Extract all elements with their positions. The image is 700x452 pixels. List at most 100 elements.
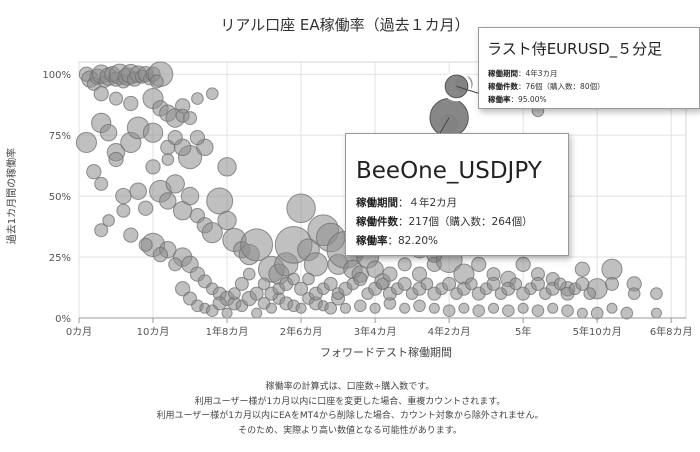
data-bubble[interactable] <box>353 299 367 313</box>
x-tick-label: 1年8カ月 <box>206 325 249 338</box>
data-bubble[interactable] <box>217 157 237 177</box>
data-bubble[interactable] <box>108 151 124 168</box>
data-bubble[interactable] <box>515 256 531 272</box>
data-bubble[interactable] <box>601 258 623 280</box>
data-bubble[interactable] <box>159 192 177 210</box>
data-bubble[interactable] <box>93 86 109 102</box>
data-bubble[interactable] <box>530 276 545 291</box>
data-bubble[interactable] <box>217 210 237 231</box>
data-bubble[interactable] <box>472 304 486 317</box>
data-bubble[interactable] <box>167 129 183 146</box>
tooltip-period-row: 稼働期間：４年2カ月 <box>356 197 458 209</box>
data-bubble[interactable] <box>161 153 175 166</box>
data-bubble[interactable] <box>228 287 241 300</box>
data-bubble[interactable] <box>145 159 161 175</box>
data-bubble[interactable] <box>86 164 102 180</box>
data-bubble[interactable] <box>465 277 478 291</box>
data-bubble[interactable] <box>240 228 274 262</box>
data-bubble[interactable] <box>604 276 619 291</box>
data-bubble[interactable] <box>294 281 309 296</box>
data-bubble[interactable] <box>339 302 352 314</box>
data-bubble[interactable] <box>286 193 316 224</box>
data-bubble[interactable] <box>242 267 256 281</box>
data-bubble[interactable] <box>249 286 264 301</box>
data-bubble[interactable] <box>165 174 185 194</box>
data-bubble[interactable] <box>650 287 663 300</box>
data-bubble[interactable] <box>369 302 381 314</box>
data-bubble[interactable] <box>366 260 384 278</box>
data-bubble[interactable] <box>129 182 147 200</box>
data-bubble[interactable] <box>251 307 263 319</box>
data-bubble[interactable] <box>115 187 132 205</box>
data-bubble[interactable] <box>205 87 219 101</box>
data-bubble[interactable] <box>99 123 118 142</box>
data-bubble[interactable] <box>323 276 338 291</box>
data-bubble[interactable] <box>191 92 204 105</box>
data-bubble[interactable] <box>212 296 227 311</box>
data-bubble[interactable] <box>620 306 634 320</box>
data-bubble[interactable] <box>420 277 434 291</box>
data-bubble[interactable] <box>576 307 588 319</box>
data-bubble[interactable] <box>413 299 426 313</box>
data-bubble[interactable] <box>175 281 191 297</box>
data-bubble[interactable] <box>234 276 249 291</box>
data-bubble[interactable] <box>302 272 315 286</box>
data-bubble[interactable] <box>442 276 457 291</box>
data-bubble[interactable] <box>442 304 456 317</box>
data-bubble[interactable] <box>303 252 329 277</box>
data-bubble[interactable] <box>382 266 398 282</box>
data-bubble[interactable] <box>257 277 271 291</box>
data-bubble[interactable] <box>531 304 545 317</box>
data-bubble[interactable] <box>411 266 428 282</box>
data-bubble[interactable] <box>547 302 559 314</box>
data-bubble[interactable] <box>471 256 487 272</box>
data-bubble[interactable] <box>627 287 641 300</box>
data-bubble[interactable] <box>221 307 233 319</box>
data-bubble[interactable] <box>583 287 597 300</box>
data-bubble[interactable] <box>180 186 200 206</box>
tooltip-rate-value: 95.00% <box>518 95 547 104</box>
data-bubble[interactable] <box>152 246 169 263</box>
data-bubble[interactable] <box>486 276 501 291</box>
data-bubble[interactable] <box>138 200 154 216</box>
data-bubble[interactable] <box>553 277 567 291</box>
data-bubble[interactable] <box>324 301 337 315</box>
data-bubble[interactable] <box>397 276 412 291</box>
data-bubble[interactable] <box>189 129 206 146</box>
data-bubble[interactable] <box>206 187 234 215</box>
data-bubble[interactable] <box>295 302 307 314</box>
data-bubble[interactable] <box>502 304 515 317</box>
data-bubble[interactable] <box>575 276 590 291</box>
data-bubble[interactable] <box>488 302 500 314</box>
data-bubble[interactable] <box>397 257 412 272</box>
data-bubble[interactable] <box>287 272 300 286</box>
data-bubble[interactable] <box>201 222 223 244</box>
data-bubble[interactable] <box>509 277 523 291</box>
data-bubble[interactable] <box>168 257 183 272</box>
data-bubble[interactable] <box>517 302 529 314</box>
data-bubble[interactable] <box>650 307 662 319</box>
data-bubble[interactable] <box>109 91 124 106</box>
data-bubble[interactable] <box>574 261 590 277</box>
data-bubble[interactable] <box>94 176 109 191</box>
data-bubble[interactable] <box>353 271 368 286</box>
data-bubble[interactable] <box>75 131 97 154</box>
data-bubble[interactable] <box>149 74 164 89</box>
data-bubble[interactable] <box>376 277 389 291</box>
data-bubble[interactable] <box>94 223 109 238</box>
data-bubble[interactable] <box>102 214 115 227</box>
data-bubble[interactable] <box>265 302 277 314</box>
data-bubble[interactable] <box>399 302 411 314</box>
data-bubble[interactable] <box>590 306 604 320</box>
data-bubble[interactable] <box>606 302 618 314</box>
data-bubble[interactable] <box>561 304 574 317</box>
data-bubble[interactable] <box>428 302 440 314</box>
data-bubble[interactable] <box>123 227 139 243</box>
data-bubble[interactable] <box>183 111 198 126</box>
data-bubble[interactable] <box>138 237 153 252</box>
data-bubble[interactable] <box>142 122 164 143</box>
data-bubble[interactable] <box>123 95 139 112</box>
data-bubble[interactable] <box>458 302 470 314</box>
data-bubble[interactable] <box>116 203 131 218</box>
